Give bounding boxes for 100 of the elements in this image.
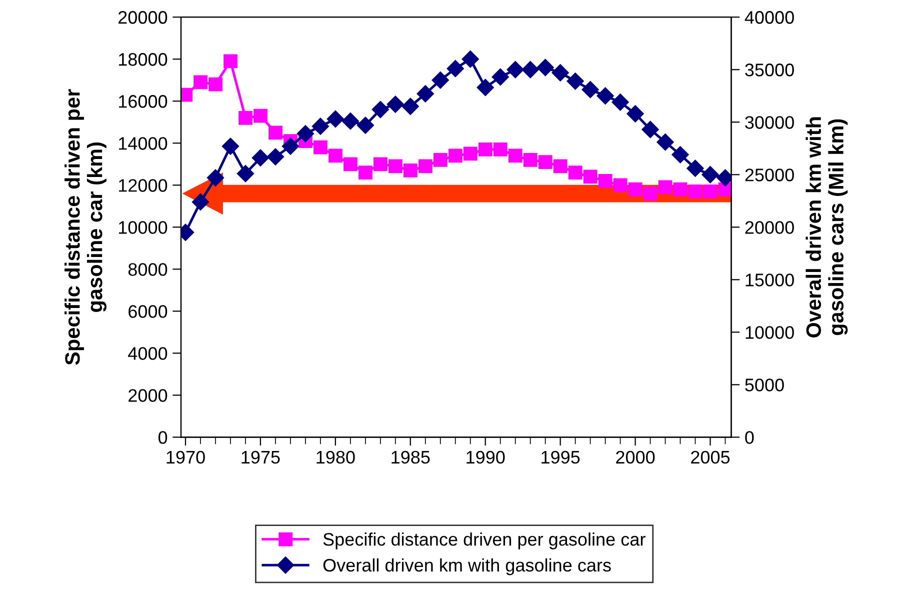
point (416, 85, 434, 102)
point (418, 159, 432, 174)
point (552, 64, 569, 82)
point (628, 182, 642, 196)
y2-tick-label: 0 (745, 431, 754, 444)
point (536, 58, 554, 76)
point (373, 157, 388, 172)
point (224, 54, 238, 68)
point (522, 61, 539, 78)
y2-tick-label: 10000 (746, 326, 794, 339)
y2-tick-label: 15000 (746, 274, 794, 286)
point (268, 126, 282, 140)
point (206, 169, 224, 186)
point (402, 98, 419, 115)
point (222, 138, 240, 155)
point (642, 120, 659, 138)
y-tick-label: 20000 (118, 11, 168, 24)
x-tick-label: 1970 (166, 450, 205, 464)
point (478, 142, 492, 156)
y-tick-label: 16000 (118, 95, 168, 108)
point (702, 166, 719, 184)
y-tick-label: 0 (158, 431, 168, 444)
y-tick-label: 18000 (118, 53, 168, 66)
point (673, 182, 688, 196)
point (433, 152, 448, 167)
point (194, 75, 208, 90)
point (282, 138, 299, 155)
point (372, 100, 389, 118)
point (192, 193, 210, 210)
point (476, 78, 494, 96)
point (358, 166, 372, 180)
point (432, 72, 449, 89)
point (568, 166, 582, 180)
point (656, 134, 674, 151)
point (553, 159, 568, 174)
point (356, 116, 374, 134)
legend-label: Overall driven km with gasoline cars (323, 558, 611, 576)
y-axis-title: Specific distance driven per gasoline car (km) (64, 89, 106, 365)
y2-tick-label: 25000 (745, 168, 794, 182)
point (296, 125, 314, 142)
y2-tick-label: 5000 (745, 378, 784, 392)
point (343, 157, 358, 172)
y-tick-label: 4000 (128, 347, 168, 360)
point (252, 149, 270, 166)
point (658, 180, 672, 194)
point (328, 148, 342, 163)
point (312, 118, 329, 135)
y2-tick-label: 20000 (745, 221, 794, 234)
point (342, 112, 359, 130)
point (626, 105, 644, 122)
y-tick-label: 14000 (118, 137, 168, 150)
x-tick-label: 1985 (392, 450, 430, 464)
point (596, 87, 614, 104)
y2-tick-label: 35000 (745, 64, 794, 76)
y-tick-label: 10000 (118, 221, 168, 234)
point (446, 60, 464, 78)
point (686, 160, 704, 177)
y2-tick-label: 40000 (744, 11, 794, 24)
point (583, 170, 598, 184)
point (492, 68, 509, 86)
point (672, 146, 689, 164)
point (403, 163, 418, 178)
point (566, 72, 584, 90)
y-tick-label: 2000 (128, 389, 168, 402)
x-tick-label: 1975 (242, 450, 280, 464)
x-tick-label: 2005 (691, 450, 730, 464)
point (582, 81, 599, 98)
point (326, 110, 344, 128)
point (508, 148, 522, 163)
point (598, 174, 612, 188)
point (463, 146, 478, 161)
point (238, 110, 252, 125)
x-tick-label: 1995 (542, 450, 580, 464)
y2-axis-title: Overall driven km with gasoline cars (Mil km) (806, 117, 848, 338)
x-tick-label: 1980 (316, 450, 355, 464)
point (208, 77, 222, 92)
point (236, 165, 254, 182)
point (388, 159, 402, 174)
y-tick-label: 12000 (118, 179, 168, 192)
point (386, 96, 404, 113)
point (643, 186, 658, 200)
point (493, 142, 508, 156)
y-tick-label: 6000 (128, 305, 168, 318)
y2-tick-label: 30000 (745, 116, 794, 129)
point (254, 108, 268, 123)
y-tick-label: 8000 (128, 263, 168, 276)
point (506, 61, 524, 78)
point (613, 178, 628, 192)
point (703, 184, 718, 198)
point (313, 140, 328, 154)
legend-label: Specific distance driven per gasoline car (323, 532, 646, 550)
point (462, 50, 479, 68)
point (266, 148, 284, 166)
point (538, 155, 552, 169)
point (448, 148, 462, 163)
point (688, 184, 702, 198)
point (523, 152, 538, 167)
x-tick-label: 2000 (616, 450, 655, 464)
point (612, 94, 629, 111)
x-tick-label: 1990 (466, 450, 505, 464)
